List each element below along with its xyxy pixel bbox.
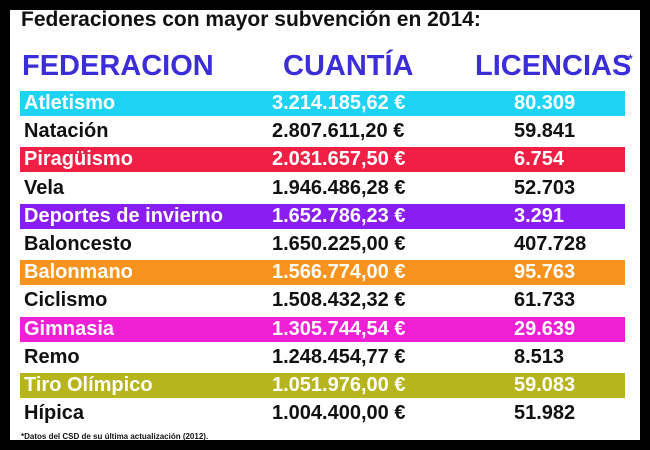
column-header-cuantia: CUANTÍA <box>283 50 414 82</box>
page-title: Federaciones con mayor subvención en 201… <box>21 8 481 31</box>
licencias-cell: 29.639 <box>514 317 576 340</box>
table-row: Baloncesto 1.650.225,00 € 407.728 <box>20 232 625 257</box>
licencias-cell: 8.513 <box>514 345 565 368</box>
federacion-cell: Hípica <box>24 402 85 425</box>
cuantia-cell: 1.004.400,00 € <box>272 402 406 425</box>
table-row: Vela 1.946.486,28 € 52.703 <box>20 176 625 201</box>
licencias-cell: 95.763 <box>514 261 576 284</box>
federacion-cell: Atletismo <box>24 92 116 114</box>
licencias-cell: 80.309 <box>514 92 576 114</box>
licencias-cell: 407.728 <box>514 233 587 255</box>
federacion-cell: Ciclismo <box>24 289 108 312</box>
cuantia-cell: 1.652.786,23 € <box>272 204 406 227</box>
licencias-cell: 59.841 <box>514 120 576 143</box>
table-row: Balonmano 1.566.774,00 € 95.763 <box>20 260 625 286</box>
table-row: Atletismo 3.214.185,62 € 80.309 <box>20 91 625 116</box>
licencias-cell: 3.291 <box>514 204 565 227</box>
licencias-cell: 6.754 <box>514 148 565 171</box>
table-row: Tiro Olímpico 1.051.976,00 € 59.083 <box>20 373 625 398</box>
federacion-cell: Gimnasia <box>24 317 115 340</box>
cuantia-cell: 2.807.611,20 € <box>272 120 405 143</box>
cuantia-cell: 1.305.744,54 € <box>272 317 406 340</box>
table-row: Ciclismo 1.508.432,32 € 61.733 <box>20 288 625 313</box>
table-row: Gimnasia 1.305.744,54 € 29.639 <box>20 316 625 342</box>
federacion-cell: Baloncesto <box>24 233 132 255</box>
federacion-cell: Natación <box>24 120 109 143</box>
federacion-cell: Tiro Olímpico <box>24 374 153 396</box>
federacion-cell: Vela <box>24 176 65 199</box>
table-row: Natación 2.807.611,20 € 59.841 <box>20 119 625 144</box>
cuantia-cell: 1.650.225,00 € <box>272 233 406 255</box>
table-row: Piragüismo 2.031.657,50 € 6.754 <box>20 147 625 173</box>
federacion-cell: Piragüismo <box>24 148 133 171</box>
licencias-cell: 51.982 <box>514 402 576 425</box>
licencias-cell: 52.703 <box>514 176 576 199</box>
cuantia-cell: 1.508.432,32 € <box>272 289 406 312</box>
column-header-licencias: LICENCIAS <box>475 50 632 82</box>
cuantia-cell: 1.566.774,00 € <box>272 261 406 284</box>
cuantia-cell: 2.031.657,50 € <box>272 148 406 171</box>
licencias-cell: 59.083 <box>514 374 576 396</box>
federacion-cell: Deportes de invierno <box>24 204 223 227</box>
cuantia-cell: 1.051.976,00 € <box>272 374 406 396</box>
licencias-footnote-marker: * <box>628 52 633 66</box>
footnote: *Datos del CSD de su última actualizació… <box>21 432 209 441</box>
licencias-cell: 61.733 <box>514 289 576 312</box>
cuantia-cell: 1.946.486,28 € <box>272 176 406 199</box>
column-header-federacion: FEDERACION <box>22 50 214 82</box>
federacion-cell: Remo <box>24 345 80 368</box>
cuantia-cell: 3.214.185,62 € <box>272 92 406 114</box>
table-row: Remo 1.248.454,77 € 8.513 <box>20 345 625 370</box>
cuantia-cell: 1.248.454,77 € <box>272 345 406 368</box>
table-row: Hípica 1.004.400,00 € 51.982 <box>20 401 625 426</box>
federacion-cell: Balonmano <box>24 261 133 284</box>
table-row: Deportes de invierno 1.652.786,23 € 3.291 <box>20 203 625 229</box>
